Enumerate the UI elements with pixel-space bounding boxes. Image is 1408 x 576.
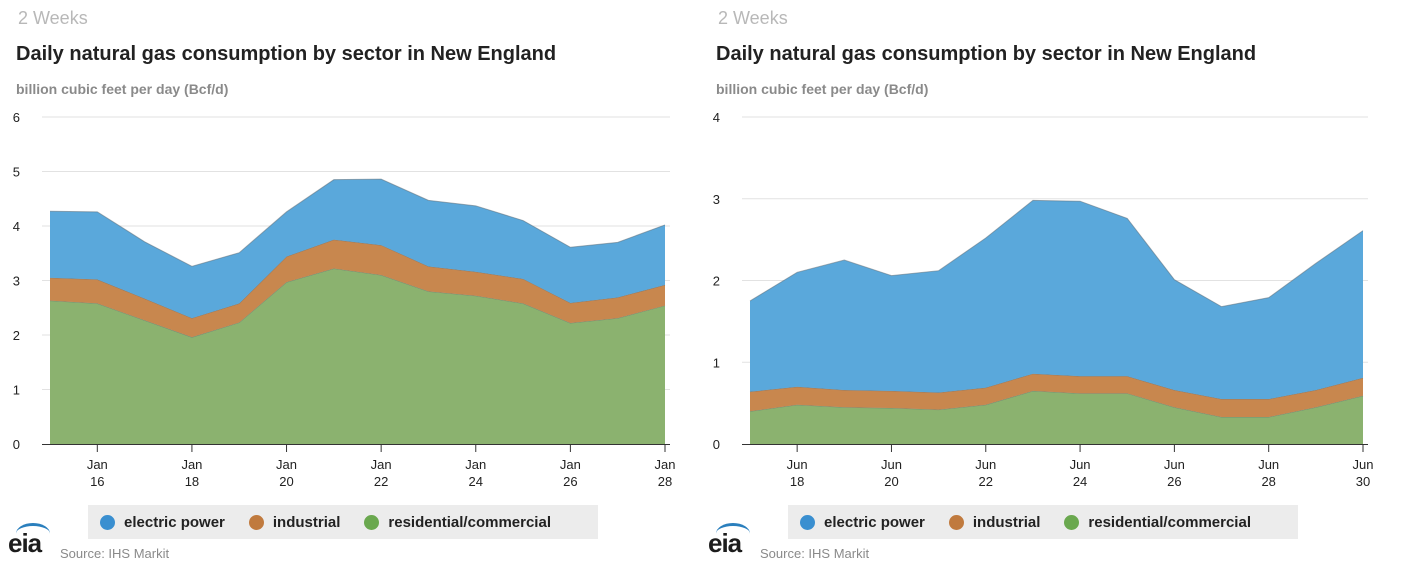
- area-industrial: [750, 373, 1363, 418]
- residential-commercial-swatch: [1064, 514, 1080, 530]
- area-residential-commercial: [750, 390, 1363, 444]
- legend-label: electric power: [124, 513, 225, 531]
- x-tick-month-label: Jun: [1070, 457, 1091, 472]
- chart-title: Daily natural gas consumption by sector …: [716, 43, 1257, 65]
- y-tick-label: 1: [13, 383, 20, 398]
- y-axis-unit-label: billion cubic feet per day (Bcf/d): [716, 81, 929, 97]
- x-tick-day-label: 30: [1356, 474, 1370, 489]
- y-tick-label: 6: [13, 110, 20, 125]
- y-axis-unit-label: billion cubic feet per day (Bcf/d): [16, 81, 229, 97]
- y-tick-label: 0: [13, 437, 20, 452]
- legend-label: industrial: [272, 513, 341, 531]
- area-residential-commercial: [50, 268, 665, 444]
- chart-legend: electric power industrial residential/co…: [88, 505, 598, 539]
- y-tick-label: 2: [13, 328, 20, 343]
- residential-commercial-swatch: [364, 514, 380, 530]
- y-tick-label: 0: [713, 437, 720, 452]
- series-line-electric-power: [49, 178, 666, 267]
- industrial-swatch: [248, 514, 264, 530]
- x-tick-month-label: Jan: [655, 457, 676, 472]
- area-industrial: [50, 239, 665, 338]
- legend-item-residential-commercial[interactable]: residential/commercial: [1064, 514, 1251, 531]
- chart-panel-june: 2 Weeks Daily natural gas consumption by…: [700, 0, 1400, 576]
- legend-label: industrial: [972, 513, 1041, 531]
- legend-label: residential/commercial: [1088, 513, 1251, 531]
- electric-power-swatch: [800, 514, 815, 530]
- chart-plot-june: 0 1 2 3 4 Jun 18 Jun 20 Jun 22 Jun 24 Jun 26 Jun 28 Jun 30: [713, 110, 1374, 489]
- x-tick-day-label: 24: [469, 474, 483, 489]
- legend-label: electric power: [824, 513, 925, 531]
- period-label: 2 Weeks: [18, 8, 88, 28]
- x-tick-month-label: Jun: [1258, 457, 1279, 472]
- area-electric-power: [50, 179, 665, 319]
- legend-item-industrial[interactable]: industrial: [248, 513, 341, 531]
- chart-legend: electric power industrial residential/co…: [788, 505, 1298, 539]
- x-tick-day-label: 22: [979, 474, 993, 489]
- chart-panel-january: 2 Weeks Daily natural gas consumption by…: [0, 0, 700, 576]
- source-note: Source: IHS Markit: [60, 546, 170, 561]
- x-tick-month-label: Jun: [881, 457, 902, 472]
- y-tick-label: 4: [713, 110, 720, 125]
- x-tick-day-label: 16: [90, 474, 104, 489]
- x-tick-month-label: Jan: [560, 457, 581, 472]
- period-label: 2 Weeks: [718, 8, 788, 28]
- electric-power-swatch: [100, 514, 115, 530]
- series-line-electric-power: [749, 199, 1364, 308]
- x-tick-day-label: 22: [374, 474, 388, 489]
- chart-title: Daily natural gas consumption by sector …: [16, 43, 557, 65]
- y-tick-label: 4: [13, 219, 20, 234]
- y-tick-label: 5: [13, 165, 20, 180]
- x-tick-month-label: Jun: [1353, 457, 1374, 472]
- y-tick-label: 3: [713, 192, 720, 207]
- x-tick-day-label: 26: [1167, 474, 1181, 489]
- y-tick-label: 3: [13, 274, 20, 289]
- source-note: Source: IHS Markit: [760, 546, 870, 561]
- eia-logo[interactable]: eia: [8, 528, 42, 558]
- x-tick-month-label: Jun: [975, 457, 996, 472]
- x-tick-day-label: 28: [658, 474, 672, 489]
- x-tick-day-label: 28: [1261, 474, 1275, 489]
- eia-logo-arc-icon: [716, 523, 750, 544]
- x-tick-month-label: Jan: [87, 457, 108, 472]
- y-tick-label: 1: [713, 355, 720, 370]
- legend-item-electric-power[interactable]: electric power: [100, 514, 225, 531]
- x-tick-month-label: Jun: [1164, 457, 1185, 472]
- x-tick-month-label: Jan: [276, 457, 297, 472]
- x-tick-day-label: 20: [884, 474, 898, 489]
- y-tick-label: 2: [713, 274, 720, 289]
- legend-item-electric-power[interactable]: electric power: [800, 514, 925, 531]
- eia-logo-arc-icon: [16, 523, 50, 544]
- eia-logo[interactable]: eia: [708, 528, 742, 558]
- x-tick-day-label: 26: [563, 474, 577, 489]
- x-tick-month-label: Jan: [465, 457, 486, 472]
- legend-item-industrial[interactable]: industrial: [948, 513, 1041, 531]
- x-tick-month-label: Jan: [371, 457, 392, 472]
- x-tick-day-label: 24: [1073, 474, 1087, 489]
- chart-plot-january: 0 1 2 3 4 5 6 Jan 16 Jan 18 Jan 20 Jan 22 Jan 24 Jan 26 Jan…: [13, 110, 676, 489]
- x-tick-day-label: 18: [790, 474, 804, 489]
- x-tick-day-label: 20: [279, 474, 293, 489]
- x-tick-day-label: 18: [185, 474, 199, 489]
- legend-item-residential-commercial[interactable]: residential/commercial: [364, 514, 551, 531]
- x-tick-month-label: Jun: [787, 457, 808, 472]
- x-tick-month-label: Jan: [181, 457, 202, 472]
- area-electric-power: [750, 200, 1363, 400]
- industrial-swatch: [948, 514, 964, 530]
- legend-label: residential/commercial: [388, 513, 551, 531]
